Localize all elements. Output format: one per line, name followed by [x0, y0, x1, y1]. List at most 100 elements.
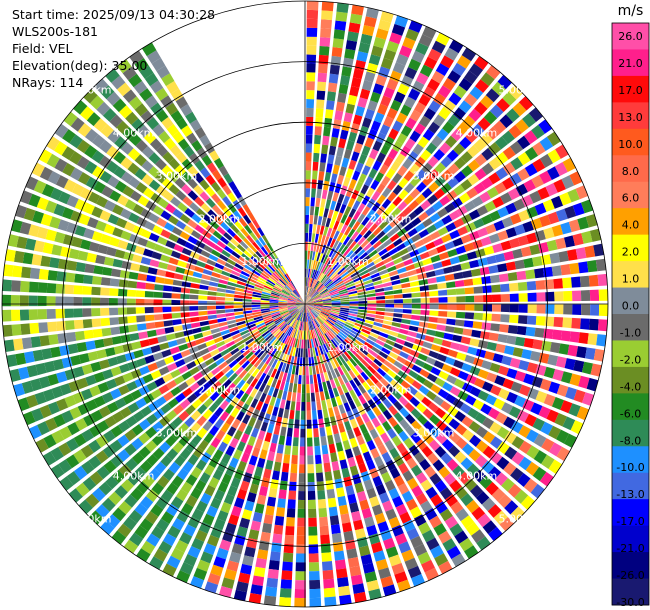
range-gate — [155, 109, 169, 123]
range-gate — [109, 278, 120, 287]
range-gate — [251, 408, 260, 419]
range-gate — [278, 278, 287, 286]
range-gate — [70, 355, 82, 366]
range-gate — [490, 323, 500, 332]
range-gate — [170, 547, 185, 561]
range-gate — [429, 310, 439, 317]
sweep-ray — [100, 304, 305, 535]
range-gate — [253, 229, 261, 239]
range-gate — [290, 401, 296, 411]
range-gate — [354, 353, 364, 362]
range-gate — [515, 119, 529, 133]
range-gate — [82, 297, 92, 306]
range-gate — [382, 420, 392, 432]
range-gate — [352, 200, 361, 211]
range-gate — [85, 176, 99, 190]
range-gate — [400, 104, 412, 117]
range-gate — [179, 231, 191, 241]
range-gate — [327, 370, 333, 381]
range-gate — [340, 364, 348, 374]
range-gate — [533, 433, 547, 448]
range-gate — [102, 445, 116, 458]
range-gate — [157, 198, 169, 209]
range-gate — [337, 222, 344, 232]
range-gate — [294, 338, 298, 348]
range-gate — [369, 268, 379, 276]
colorbar-bin — [612, 578, 649, 606]
range-gate — [316, 272, 323, 281]
range-gate — [175, 359, 186, 368]
range-gate — [388, 330, 399, 337]
range-gate — [547, 211, 560, 225]
range-gate — [539, 153, 554, 168]
range-gate — [305, 357, 309, 367]
range-gate — [392, 120, 404, 132]
range-gate — [329, 271, 337, 280]
range-gate — [252, 253, 261, 262]
range-gate — [581, 361, 593, 375]
range-gate — [203, 432, 214, 444]
range-gate — [202, 330, 212, 337]
range-gate — [388, 516, 401, 529]
sweep-ray — [59, 304, 305, 491]
range-gate — [59, 345, 70, 356]
range-gate — [309, 330, 313, 340]
range-gate — [309, 311, 315, 320]
sweep-ray — [305, 15, 409, 304]
range-gate — [421, 559, 435, 573]
range-gate — [305, 304, 312, 310]
range-gate — [475, 348, 487, 358]
range-gate — [510, 213, 522, 225]
range-gate — [333, 276, 342, 284]
range-gate — [310, 311, 316, 319]
range-gate — [400, 323, 410, 330]
colorbar-bin — [612, 49, 649, 77]
range-gate — [337, 577, 349, 588]
range-gate — [320, 198, 326, 208]
range-gate — [417, 273, 427, 280]
range-gate — [313, 300, 323, 303]
range-gate — [305, 304, 308, 313]
range-gate — [310, 289, 316, 297]
range-gate — [517, 152, 531, 166]
range-gate — [166, 410, 178, 421]
range-gate — [39, 335, 50, 347]
range-gate — [461, 443, 475, 456]
range-gate — [318, 326, 324, 335]
range-gate — [107, 130, 121, 144]
range-gate — [118, 316, 128, 325]
range-gate — [255, 239, 263, 249]
range-gate — [47, 321, 57, 332]
range-gate — [30, 336, 41, 348]
range-gate — [487, 504, 502, 518]
range-gate — [388, 416, 398, 428]
sweep-ray — [305, 304, 352, 605]
range-gate — [145, 426, 157, 439]
range-gate — [331, 306, 341, 309]
range-gate — [300, 304, 305, 312]
range-gate — [300, 437, 306, 447]
range-gate — [597, 319, 608, 332]
range-gate — [334, 278, 343, 285]
colorbar-tick-label: -17.0 — [616, 515, 644, 528]
range-gate — [284, 382, 290, 392]
range-gate — [437, 85, 451, 99]
range-gate — [162, 533, 177, 547]
range-gate — [171, 306, 181, 312]
range-gate — [305, 304, 312, 311]
range-gate — [119, 325, 129, 334]
range-gate — [181, 371, 192, 381]
range-gate — [139, 339, 150, 348]
range-gate — [162, 468, 175, 481]
range-gate — [194, 266, 204, 273]
range-gate — [69, 151, 83, 165]
range-gate — [301, 321, 304, 331]
range-gate — [306, 107, 314, 117]
range-gate — [221, 270, 231, 277]
range-gate — [560, 221, 572, 235]
range-gate — [44, 360, 56, 373]
range-gate — [22, 252, 34, 265]
range-gate — [87, 217, 99, 229]
range-gate — [411, 298, 421, 303]
range-gate — [292, 437, 299, 447]
